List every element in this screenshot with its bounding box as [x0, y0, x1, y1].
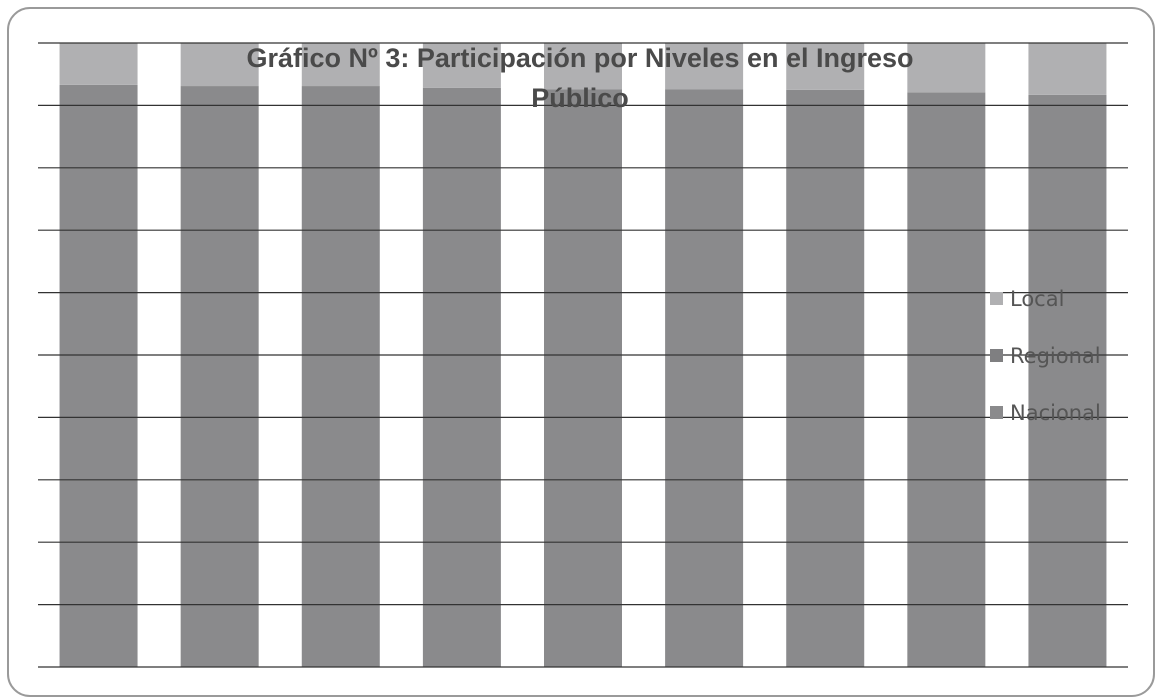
bar-segment	[1028, 94, 1107, 668]
bar-segment	[1028, 43, 1107, 95]
bar-segment	[180, 86, 259, 667]
bar-segment	[59, 43, 138, 85]
legend-label: Local	[1010, 287, 1064, 311]
bar-segment	[907, 92, 986, 667]
legend-swatch	[990, 292, 1003, 305]
legend-label: Nacional	[1010, 401, 1101, 425]
legend-label: Regional	[1010, 344, 1101, 368]
bar-segment	[422, 43, 501, 88]
bar-segment	[907, 43, 986, 93]
legend-swatch	[990, 349, 1003, 362]
bar-segment	[422, 87, 501, 668]
legend-swatch	[990, 406, 1003, 419]
bar-segment	[665, 43, 744, 90]
bar-segment	[544, 89, 622, 667]
chart-title: Gráfico Nº 3: Participación por Niveles …	[246, 43, 914, 113]
bar-segment	[301, 43, 380, 87]
bar-segment	[59, 84, 138, 668]
bar-segment	[665, 89, 744, 667]
bar-segment	[544, 43, 622, 90]
bar-segment	[301, 86, 380, 667]
bar-segment	[180, 43, 259, 87]
bar-segment	[786, 89, 865, 668]
bar-segment	[786, 43, 865, 90]
